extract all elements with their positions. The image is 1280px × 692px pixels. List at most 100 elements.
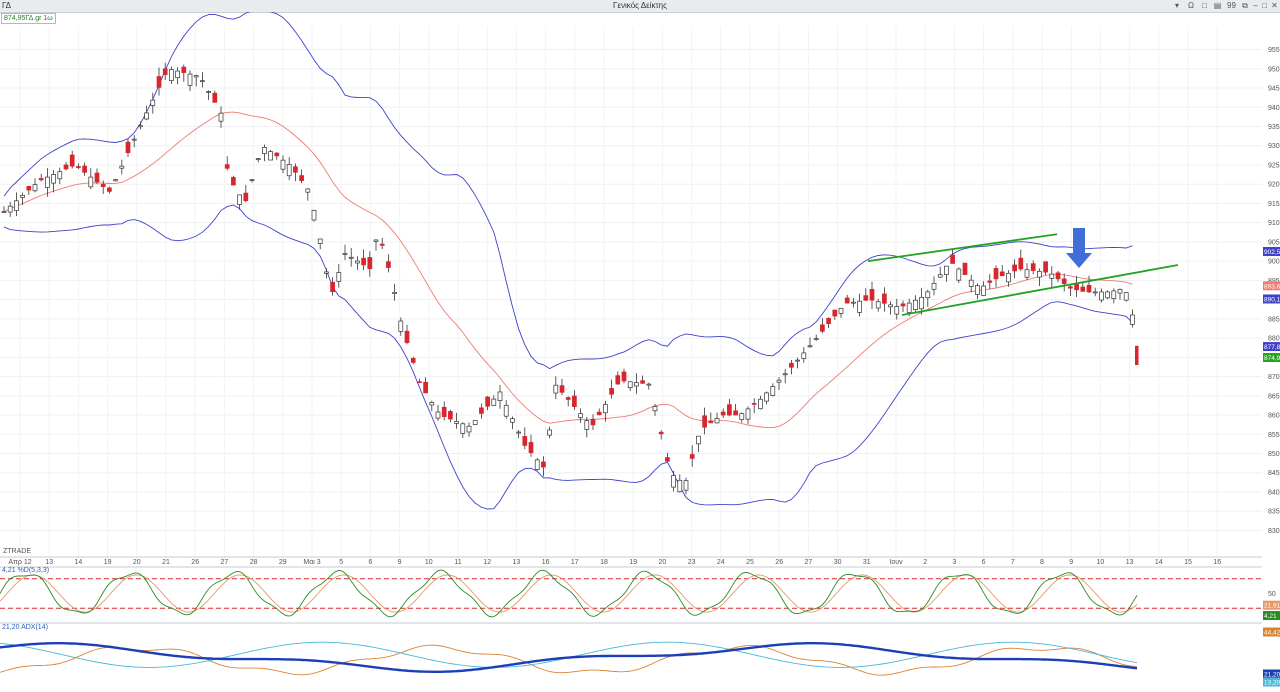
- candle-up: [392, 292, 397, 295]
- candle-down: [900, 303, 906, 307]
- candle-down: [844, 297, 850, 304]
- candle-down: [386, 261, 391, 268]
- candle-down: [708, 420, 714, 424]
- maximize-icon[interactable]: □: [1262, 1, 1267, 10]
- candle-up: [813, 338, 819, 340]
- candle-up: [1123, 292, 1129, 301]
- candle-up: [906, 302, 912, 313]
- stoch-tag-label: 21,91: [1264, 603, 1280, 610]
- price-tag-label: 890,17: [1264, 296, 1280, 303]
- candle-down: [565, 397, 571, 400]
- link-icon[interactable]: ⧉: [1242, 1, 1248, 10]
- candle-down: [832, 309, 838, 317]
- candle-down: [702, 415, 707, 428]
- y-tick-label: 900: [1268, 259, 1280, 266]
- x-tick-label: 2: [923, 559, 927, 566]
- candle-up: [603, 404, 608, 414]
- close-icon[interactable]: ✕: [1271, 1, 1278, 10]
- adx-tag-label: 21,20: [1264, 672, 1280, 679]
- adx-tag: [1263, 669, 1280, 679]
- candle-down: [367, 257, 373, 270]
- candle-down: [1055, 272, 1061, 280]
- x-tick-label: 6: [368, 559, 372, 566]
- x-tick-label: 11: [454, 559, 461, 566]
- candle-up: [472, 420, 478, 425]
- x-tick-label: 7: [1011, 559, 1015, 566]
- dropdown-icon[interactable]: ▾: [1174, 1, 1179, 10]
- candle-up: [646, 383, 652, 386]
- candle-up: [714, 418, 720, 424]
- candle-up: [1092, 291, 1098, 294]
- candle-up: [206, 91, 211, 93]
- y-tick-label: 940: [1268, 105, 1280, 112]
- candle-down: [1061, 278, 1067, 284]
- candle-up: [770, 386, 776, 396]
- symbol-omega-icon[interactable]: Ω: [1188, 1, 1194, 10]
- y-tick-label: 945: [1268, 86, 1280, 93]
- candle-up: [584, 420, 590, 430]
- x-tick-label: 18: [600, 559, 608, 566]
- candle-down: [559, 385, 565, 393]
- candle-up: [1024, 269, 1030, 278]
- candle-up: [119, 165, 125, 169]
- date-axis: Απρ 12 13 14 19 20 21 26 27 28 29 Μαι 3 5 6 9 10 11 12 13…: [0, 548, 1262, 566]
- y-tick-label: 905: [1268, 239, 1280, 246]
- candle-up: [1130, 314, 1135, 325]
- candle-up: [262, 147, 267, 154]
- candle-up: [169, 69, 174, 81]
- stoch-k-line: [0, 569, 1138, 618]
- x-tick-label: 29: [279, 559, 287, 566]
- price-tag: [1263, 247, 1280, 257]
- candle-up: [758, 398, 763, 410]
- candle-up: [510, 418, 515, 423]
- candle-up: [131, 138, 137, 141]
- moving-average: [3, 111, 1133, 429]
- y-tick-label: 850: [1268, 451, 1280, 458]
- candle-down: [528, 442, 534, 454]
- price-tag-label: 902,5: [1264, 249, 1280, 256]
- candle-down: [615, 375, 621, 385]
- price-tag-label: 893,6: [1264, 283, 1280, 290]
- candle-up: [838, 308, 844, 314]
- adx-tag: [1263, 677, 1280, 687]
- candle-up: [113, 179, 118, 182]
- candle-up: [671, 475, 676, 488]
- candle-up: [249, 179, 255, 182]
- candle-up: [268, 151, 273, 161]
- quote-icon[interactable]: 99: [1227, 1, 1236, 10]
- x-tick-label: 23: [688, 559, 696, 566]
- candle-up: [305, 188, 311, 193]
- breakdown-arrow-icon: [1066, 228, 1092, 268]
- chart-type-icon[interactable]: □: [1202, 1, 1207, 10]
- candle-down: [789, 362, 794, 368]
- candle-up: [534, 459, 540, 470]
- candle-up: [919, 296, 924, 310]
- candle-down: [100, 183, 106, 188]
- x-tick-label: 25: [746, 559, 754, 566]
- candle-up: [57, 171, 63, 180]
- minimize-icon[interactable]: –: [1253, 1, 1258, 10]
- candle-up: [237, 194, 242, 205]
- candle-last: [1135, 345, 1139, 366]
- candle-down: [658, 431, 664, 435]
- channel-lower-line: [901, 264, 1179, 316]
- candles: [1, 62, 1139, 495]
- x-tick-label: Μαι 3: [303, 559, 320, 566]
- candle-down: [181, 66, 187, 73]
- x-tick-label: 13: [45, 559, 53, 566]
- candle-up: [32, 184, 38, 192]
- candle-up: [683, 480, 689, 491]
- y-tick-label: 885: [1268, 316, 1280, 323]
- chart-canvas[interactable]: 8308358408458508558608658708758808858908…: [0, 12, 1280, 692]
- bollinger-lower: [3, 204, 1133, 510]
- candle-down: [1030, 263, 1036, 271]
- candle-up: [460, 423, 466, 434]
- x-tick-label: 6: [982, 559, 986, 566]
- price-tag: [1263, 294, 1280, 304]
- x-tick-label: 10: [425, 559, 433, 566]
- candle-down: [448, 411, 453, 420]
- candle-down: [274, 152, 280, 157]
- indicators-icon[interactable]: ▤: [1213, 1, 1222, 10]
- candle-down: [1074, 283, 1079, 291]
- stoch-tick-label: 50: [1268, 591, 1276, 598]
